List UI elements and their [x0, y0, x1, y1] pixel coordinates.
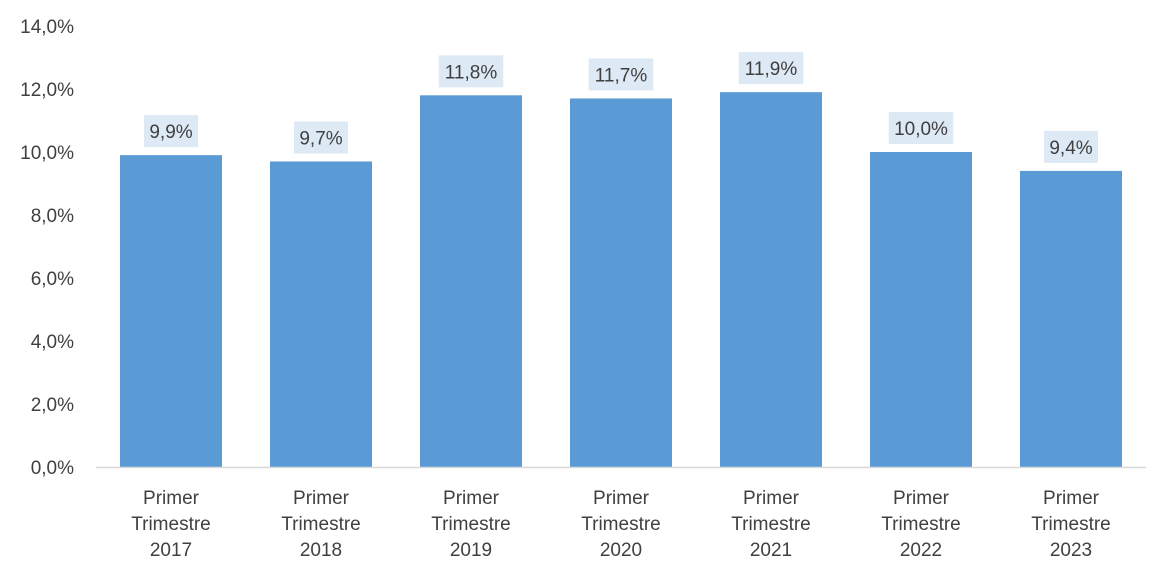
- x-category-label: Primer Trimestre 2017: [131, 488, 211, 561]
- data-label-text: 9,4%: [1049, 138, 1092, 159]
- data-label: 11,7%: [588, 58, 654, 91]
- data-label-text: 11,8%: [445, 62, 498, 83]
- x-category-label-line: 2017: [150, 540, 192, 561]
- y-tick-label: 4,0%: [31, 332, 74, 353]
- x-category-label-line: Trimestre: [1031, 514, 1111, 535]
- y-axis-tick-labels: 0,0% 2,0% 4,0% 6,0% 8,0% 10,0% 12,0% 14,0%: [20, 17, 74, 479]
- bar: [1020, 170, 1122, 467]
- data-label: 9,9%: [144, 115, 198, 148]
- data-label: 10,0%: [888, 112, 954, 144]
- data-label-background: [438, 55, 504, 88]
- y-tick-label: 6,0%: [31, 269, 74, 290]
- data-label-background: [588, 58, 654, 91]
- y-tick-label: 2,0%: [31, 395, 74, 416]
- x-category-label-line: Primer: [443, 488, 500, 509]
- x-category-label-line: 2023: [1050, 540, 1092, 561]
- x-category-label: Primer Trimestre 2022: [881, 488, 961, 561]
- y-tick-label: 0,0%: [31, 458, 74, 479]
- x-category-label-line: 2018: [300, 540, 342, 561]
- x-category-label-line: 2021: [750, 540, 792, 561]
- bar: [420, 95, 522, 468]
- data-label-text: 11,9%: [745, 59, 798, 80]
- bars: [120, 92, 1122, 468]
- x-category-label-line: Primer: [143, 488, 200, 509]
- x-category-label-line: Trimestre: [731, 514, 811, 535]
- bar: [870, 152, 972, 467]
- data-label-text: 9,9%: [149, 122, 192, 143]
- x-category-label-line: Primer: [1043, 488, 1100, 509]
- data-label-background: [144, 115, 198, 148]
- data-label-text: 10,0%: [894, 119, 948, 140]
- data-label: 9,4%: [1044, 130, 1098, 163]
- x-category-label-line: 2022: [900, 540, 942, 561]
- bar: [120, 155, 222, 467]
- x-category-label: Primer Trimestre 2018: [281, 488, 361, 561]
- y-tick-label: 8,0%: [31, 206, 74, 227]
- data-label: 11,9%: [738, 52, 804, 85]
- data-label-background: [888, 112, 954, 144]
- bar: [720, 92, 822, 468]
- x-category-label-line: 2020: [600, 540, 642, 561]
- y-tick-label: 10,0%: [20, 143, 74, 164]
- data-label: 11,8%: [438, 55, 504, 88]
- x-category-label-line: Primer: [293, 488, 350, 509]
- x-category-label: Primer Trimestre 2020: [581, 488, 661, 561]
- x-category-label: Primer Trimestre 2023: [1031, 488, 1111, 561]
- x-category-label-line: Trimestre: [881, 514, 961, 535]
- x-category-label-line: Trimestre: [431, 514, 511, 535]
- data-label: 9,7%: [294, 121, 348, 154]
- x-category-label-line: Primer: [593, 488, 650, 509]
- data-label-text: 11,7%: [595, 65, 648, 86]
- data-label-background: [1044, 130, 1098, 163]
- x-category-label-line: Primer: [743, 488, 800, 509]
- x-category-label-line: 2019: [450, 540, 492, 561]
- x-category-label: Primer Trimestre 2019: [431, 488, 511, 561]
- bar: [570, 98, 672, 467]
- y-tick-label: 14,0%: [20, 17, 74, 38]
- y-tick-label: 12,0%: [20, 80, 74, 101]
- data-labels: 9,9% 9,7% 11,8% 11,7% 11,9% 10,0% 9,4%: [144, 52, 1098, 163]
- x-category-label: Primer Trimestre 2021: [731, 488, 811, 561]
- x-category-label-line: Primer: [893, 488, 950, 509]
- x-category-label-line: Trimestre: [581, 514, 661, 535]
- data-label-background: [294, 121, 348, 154]
- bar: [270, 161, 372, 467]
- x-category-label-line: Trimestre: [281, 514, 361, 535]
- x-category-label-line: Trimestre: [131, 514, 211, 535]
- data-label-text: 9,7%: [299, 128, 342, 149]
- data-label-background: [738, 52, 804, 85]
